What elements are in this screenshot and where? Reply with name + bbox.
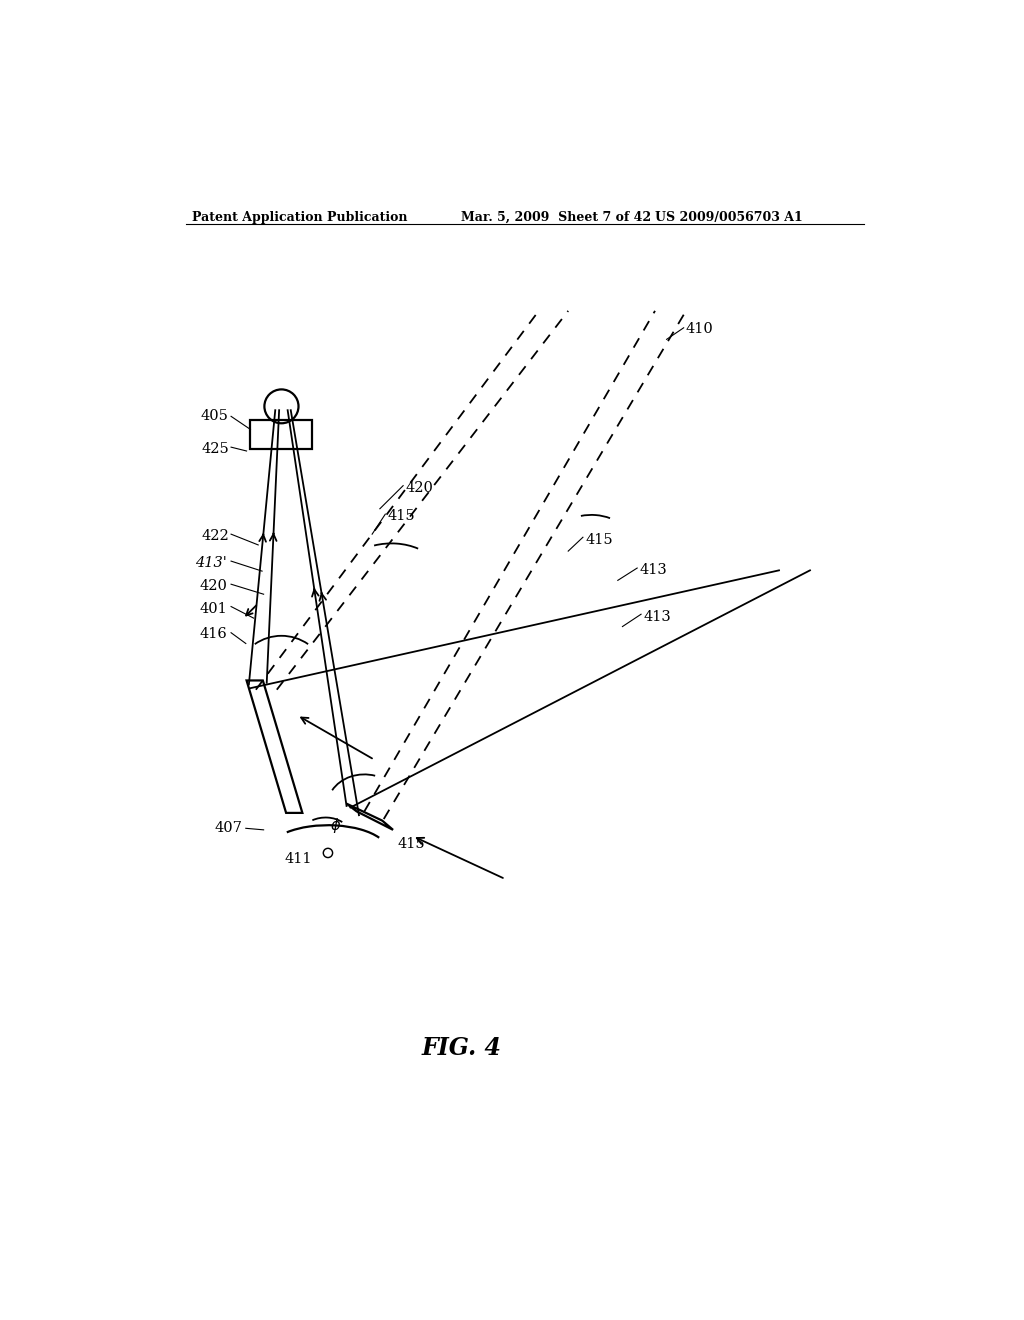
Text: 416: 416 [200, 627, 227, 642]
Text: 411: 411 [285, 853, 312, 866]
Text: 401: 401 [200, 602, 227, 616]
Text: 422: 422 [201, 529, 228, 543]
Text: 407: 407 [215, 821, 243, 836]
Text: 415: 415 [388, 510, 416, 524]
Text: 413: 413 [643, 610, 671, 623]
Text: 420: 420 [406, 480, 433, 495]
Text: Patent Application Publication: Patent Application Publication [191, 211, 408, 224]
Text: 425: 425 [201, 442, 228, 457]
Text: 415: 415 [586, 532, 613, 546]
Text: FIG. 4: FIG. 4 [421, 1036, 502, 1060]
Text: US 2009/0056703 A1: US 2009/0056703 A1 [655, 211, 803, 224]
Text: 410: 410 [686, 322, 714, 337]
Bar [251, 420, 312, 449]
Text: 405: 405 [201, 409, 228, 424]
Text: 415: 415 [397, 837, 425, 850]
Text: 413': 413' [196, 556, 227, 570]
Text: 413: 413 [640, 564, 668, 577]
Text: 420: 420 [200, 578, 227, 593]
Text: Mar. 5, 2009  Sheet 7 of 42: Mar. 5, 2009 Sheet 7 of 42 [461, 211, 651, 224]
Text: $\phi$: $\phi$ [330, 816, 341, 834]
